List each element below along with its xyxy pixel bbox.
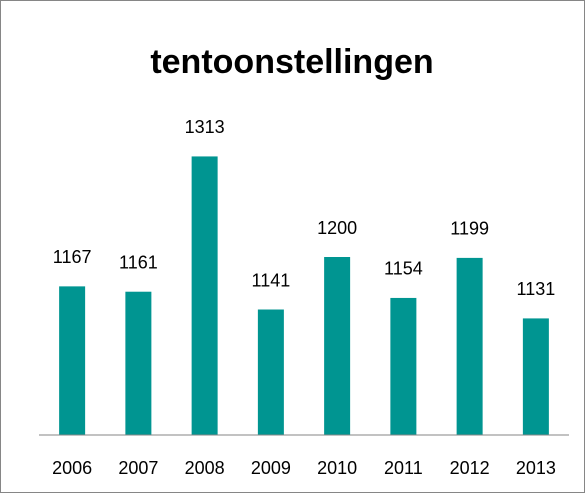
bar: [456, 257, 483, 435]
data-label: 1141: [252, 270, 291, 290]
bar: [257, 309, 284, 435]
bar: [191, 156, 218, 435]
x-tick-label: 2013: [516, 458, 556, 478]
bar: [59, 286, 86, 435]
x-tick-label: 2010: [317, 458, 357, 478]
x-tick-label: 2006: [52, 458, 92, 478]
data-label: 1154: [384, 259, 423, 279]
data-label: 1313: [185, 117, 225, 137]
data-label: 1199: [450, 219, 489, 239]
x-tick-label: 2007: [118, 458, 158, 478]
bar: [125, 291, 152, 435]
chart-title: tentoonstellingen: [150, 43, 433, 81]
bar: [324, 257, 351, 435]
data-label: 1161: [119, 252, 158, 272]
data-label: 1200: [317, 218, 357, 238]
bar: [522, 318, 549, 435]
x-tick-label: 2008: [185, 458, 225, 478]
x-tick-label: 2011: [384, 458, 423, 478]
bar: [390, 297, 417, 435]
x-tick-label: 2009: [251, 458, 291, 478]
x-tick-label: 2012: [450, 458, 490, 478]
data-label: 1167: [53, 247, 92, 267]
data-label: 1131: [517, 279, 556, 299]
